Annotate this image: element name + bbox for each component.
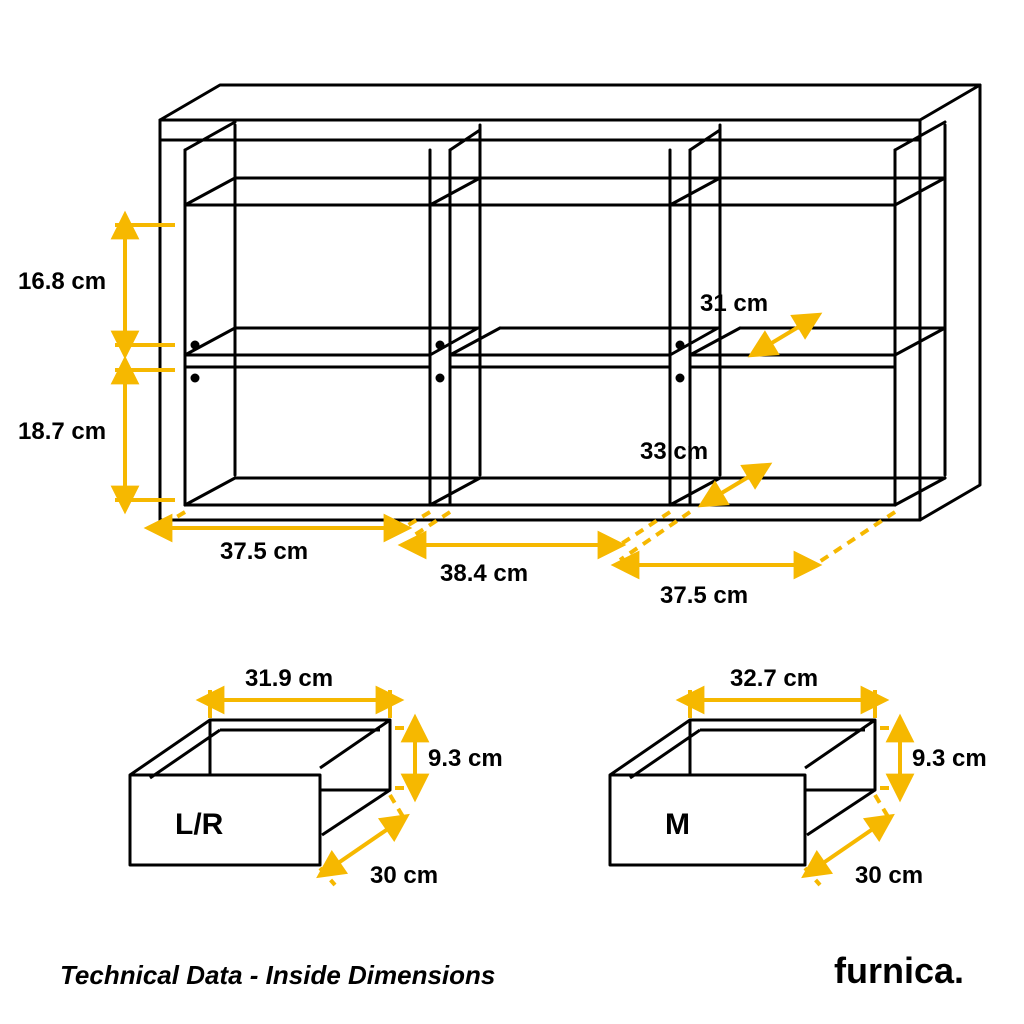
dim-width-right: 37.5 cm — [660, 582, 748, 610]
dim-width-left: 37.5 cm — [220, 538, 308, 566]
drawer-m-width: 32.7 cm — [730, 665, 818, 693]
dim-width-mid: 38.4 cm — [440, 560, 528, 588]
drawer-m-depth: 30 cm — [855, 862, 923, 890]
cabinet-diagram — [0, 0, 1024, 640]
drawer-lr-letter: L/R — [175, 808, 223, 842]
drawer-lr-depth: 30 cm — [370, 862, 438, 890]
drawer-m-height: 9.3 cm — [912, 745, 987, 773]
brand-logo: furnica. — [834, 950, 964, 992]
drawer-m-letter: M — [665, 808, 690, 842]
drawer-lr-height: 9.3 cm — [428, 745, 503, 773]
dim-depth-upper: 31 cm — [700, 290, 768, 318]
page-title: Technical Data - Inside Dimensions — [60, 960, 495, 991]
dim-depth-lower: 33 cm — [640, 438, 708, 466]
drawer-lr-width: 31.9 cm — [245, 665, 333, 693]
dim-shelf-lower: 18.7 cm — [18, 418, 106, 446]
dim-shelf-upper: 16.8 cm — [18, 268, 106, 296]
